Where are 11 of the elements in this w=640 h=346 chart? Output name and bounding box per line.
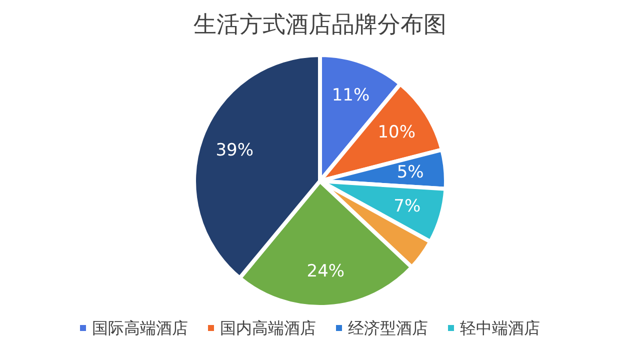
data-label: 11% xyxy=(332,86,370,106)
legend-label: 经济型酒店 xyxy=(348,318,428,338)
data-label: 10% xyxy=(378,122,416,142)
legend-label: 国际高端酒店 xyxy=(92,318,188,338)
legend-label: 轻中端酒店 xyxy=(460,318,540,338)
data-label: 5% xyxy=(396,162,424,182)
data-label: 7% xyxy=(394,196,421,216)
chart-title: 生活方式酒店品牌分布图 xyxy=(194,12,446,38)
data-label: 24% xyxy=(306,262,345,282)
data-label: 39% xyxy=(216,140,254,160)
legend-label: 国内高端酒店 xyxy=(220,318,316,338)
